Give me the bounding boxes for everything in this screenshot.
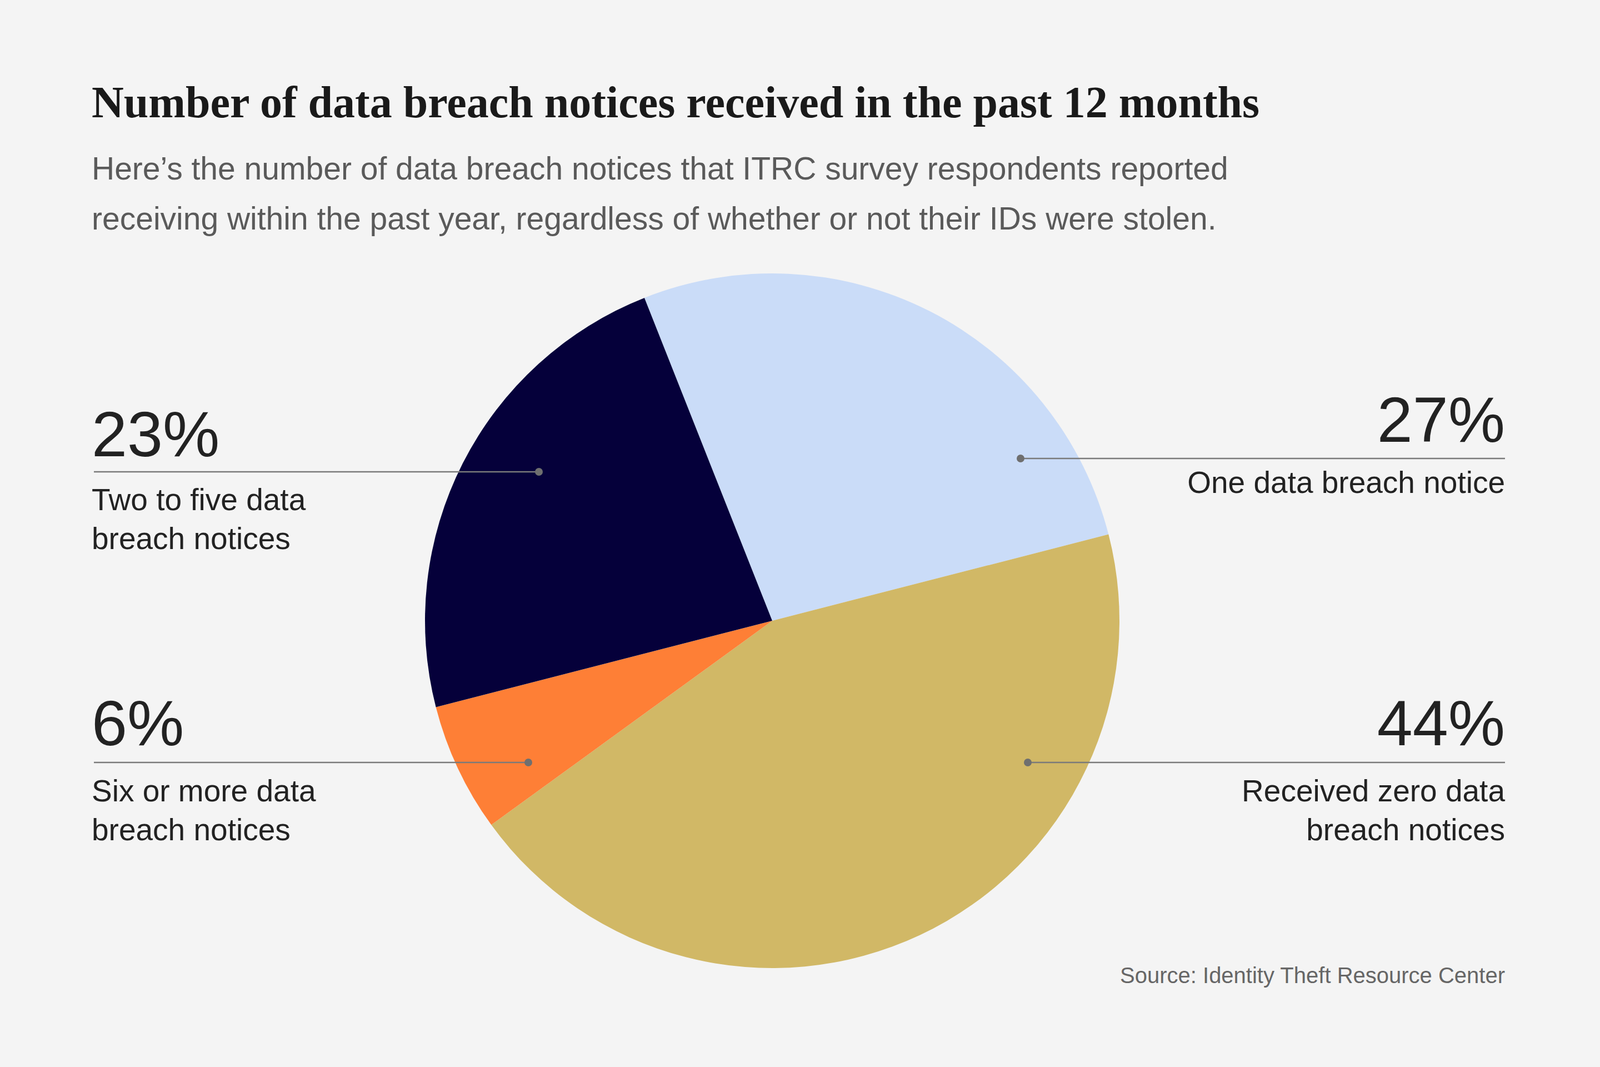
category-label-line: Six or more data	[91, 773, 317, 808]
leader-dot	[1023, 758, 1032, 767]
category-label: Two to five data breach notices	[91, 482, 307, 556]
category-label-line: breach notices	[91, 812, 291, 847]
category-label-line: Received zero data	[1241, 773, 1505, 808]
title: Number of data breach notices received i…	[91, 77, 1260, 127]
subtitle-line: Here’s the number of data breach notices…	[91, 150, 1229, 187]
chart: Number of data breach notices received i…	[0, 0, 1600, 1067]
category-label-line: breach notices	[91, 521, 291, 556]
source: Source: Identity Theft Resource Center	[1120, 962, 1505, 988]
plot-area	[425, 273, 1120, 968]
leader-dot	[1016, 454, 1025, 463]
leader-line	[1027, 761, 1505, 764]
leader-line	[1020, 457, 1505, 460]
data-label: 6%	[91, 687, 184, 759]
subtitle: Here’s the number of data breach notices…	[91, 150, 1229, 237]
category-label-line: One data breach notice	[1187, 465, 1505, 500]
leader-line	[93, 471, 539, 473]
category-label: One data breach notice	[1187, 465, 1505, 500]
leader-line	[93, 761, 529, 764]
category-label: Received zero data breach notices	[1241, 773, 1505, 847]
category-label-line: Two to five data	[91, 482, 307, 517]
subtitle-line: receiving within the past year, regardle…	[91, 200, 1217, 237]
leader-dot	[535, 467, 543, 476]
callouts: 27% One data breach notice 44% Received zer…	[91, 383, 1505, 847]
background	[0, 0, 1600, 1067]
leader-dot	[524, 758, 533, 767]
data-label: 23%	[91, 398, 220, 470]
category-label-line: breach notices	[1306, 812, 1505, 847]
data-label: 44%	[1377, 687, 1505, 759]
data-label: 27%	[1377, 383, 1505, 455]
category-label: Six or more data breach notices	[91, 773, 317, 847]
slice	[425, 297, 773, 708]
slices	[425, 273, 1120, 968]
